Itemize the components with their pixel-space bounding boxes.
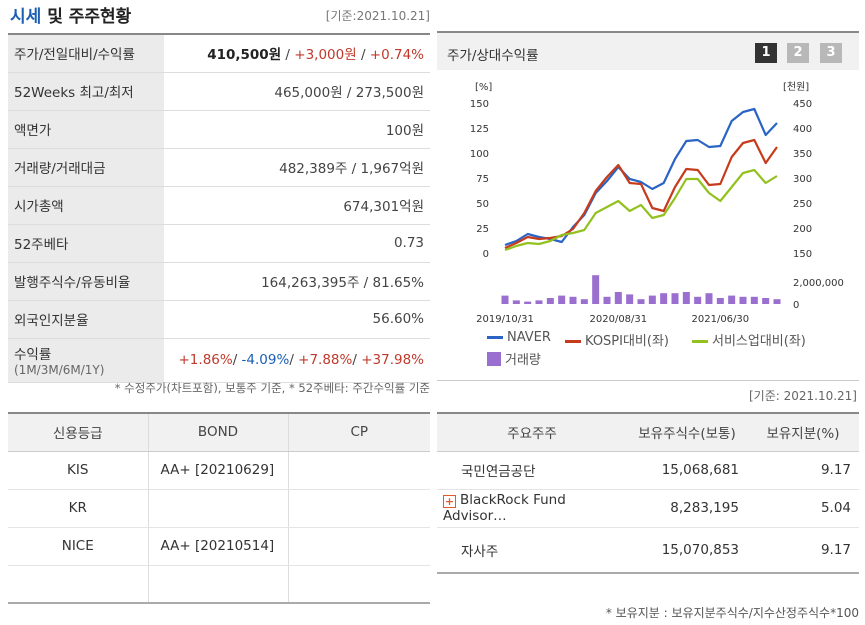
footnote: * 수정주가(차트포함), 보통주 기준, * 52주베타: 주간수익률 기준 <box>114 381 430 395</box>
table-row: 52Weeks 최고/최저 465,000원 / 273,500원 <box>8 72 430 111</box>
returns-value: +1.86%/ -4.09%/ +7.88%/ +37.98% <box>164 338 430 383</box>
table-row: 수익률 (1M/3M/6M/1Y) +1.86%/ -4.09%/ +7.88%/… <box>8 338 430 383</box>
price-table: 주가/전일대비/수익률 410,500원 / +3,000원 / +0.74% … <box>8 33 430 383</box>
table-row: 주가/전일대비/수익률 410,500원 / +3,000원 / +0.74% <box>8 34 430 73</box>
section-title: 시세 및 주주현황 <box>10 7 132 27</box>
page-button-1[interactable]: 1 <box>755 43 777 63</box>
credit-rating-table: 신용등급 BOND CP KIS AA+ [20210629] KR NICE AA… <box>8 412 430 604</box>
legend-swatch <box>692 340 708 343</box>
row-label: 52Weeks 최고/최저 <box>8 72 164 111</box>
row-label: 거래량/거래대금 <box>8 148 164 187</box>
table-row: NICE AA+ [20210514] <box>8 527 430 566</box>
legend-item-service[interactable]: 서비스업대비(좌) <box>692 330 806 349</box>
footnote: * 보유지분 : 보유지분주식수/지수산정주식수*100 <box>605 606 859 620</box>
table-row: 국민연금공단 15,068,681 9.17 <box>437 451 859 490</box>
table-row: + BlackRock Fund Advisor… 8,283,195 5.04 <box>437 489 859 528</box>
table-row: 자사주 15,070,853 9.17 <box>437 527 859 574</box>
table-row: 발행주식수/유동비율 164,263,395주 / 81.65% <box>8 262 430 301</box>
shareholder-name-link[interactable]: BlackRock Fund Advisor… <box>443 492 566 524</box>
major-shareholders-table: 주요주주 보유주식수(보통) 보유지분(%) 국민연금공단 15,068,681 9… <box>437 412 859 574</box>
page-button-3[interactable]: 3 <box>820 43 842 63</box>
reference-date: [기준: 2021.10.21] <box>748 389 857 403</box>
legend-swatch <box>487 352 501 366</box>
table-header: 신용등급 BOND CP <box>8 413 430 452</box>
price-value: 410,500원 / +3,000원 / +0.74% <box>164 34 430 73</box>
row-label: 52주베타 <box>8 224 164 263</box>
row-label: 시가총액 <box>8 186 164 225</box>
row-value: 482,389주 / 1,967억원 <box>164 148 430 187</box>
chart-panel: 주가/상대수익률 1 2 3 <box>437 31 859 381</box>
legend-item-volume[interactable]: 거래량 <box>487 349 541 368</box>
table-row <box>8 565 430 604</box>
table-row: 시가총액 674,301억원 <box>8 186 430 225</box>
row-value: 0.73 <box>164 224 430 263</box>
chart-title: 주가/상대수익률 <box>447 48 539 64</box>
section-header: 시세 및 주주현황 [기준:2021.10.21] <box>8 0 430 30</box>
row-label: 액면가 <box>8 110 164 149</box>
legend-item-kospi[interactable]: KOSPI대비(좌) <box>565 330 669 349</box>
chart-header: 주가/상대수익률 1 2 3 <box>437 33 859 70</box>
table-row: 거래량/거래대금 482,389주 / 1,967억원 <box>8 148 430 187</box>
row-value: 56.60% <box>164 300 430 339</box>
row-label: 수익률 (1M/3M/6M/1Y) <box>8 338 164 383</box>
table-row: KR <box>8 489 430 528</box>
table-row: 액면가 100원 <box>8 110 430 149</box>
row-label: 주가/전일대비/수익률 <box>8 34 164 73</box>
page-button-2[interactable]: 2 <box>787 43 809 63</box>
table-row: KIS AA+ [20210629] <box>8 451 430 490</box>
reference-date: [기준:2021.10.21] <box>325 9 430 23</box>
row-value: 164,263,395주 / 81.65% <box>164 262 430 301</box>
legend-swatch <box>487 336 503 339</box>
row-label: 발행주식수/유동비율 <box>8 262 164 301</box>
table-header: 주요주주 보유주식수(보통) 보유지분(%) <box>437 413 859 452</box>
legend-swatch <box>565 340 581 343</box>
row-value: 465,000원 / 273,500원 <box>164 72 430 111</box>
legend-item-naver[interactable]: NAVER <box>487 330 551 345</box>
row-value: 100원 <box>164 110 430 149</box>
row-value: 674,301억원 <box>164 186 430 225</box>
row-label: 외국인지분율 <box>8 300 164 339</box>
expand-icon[interactable]: + <box>443 495 456 508</box>
table-row: 외국인지분율 56.60% <box>8 300 430 339</box>
table-row: 52주베타 0.73 <box>8 224 430 263</box>
